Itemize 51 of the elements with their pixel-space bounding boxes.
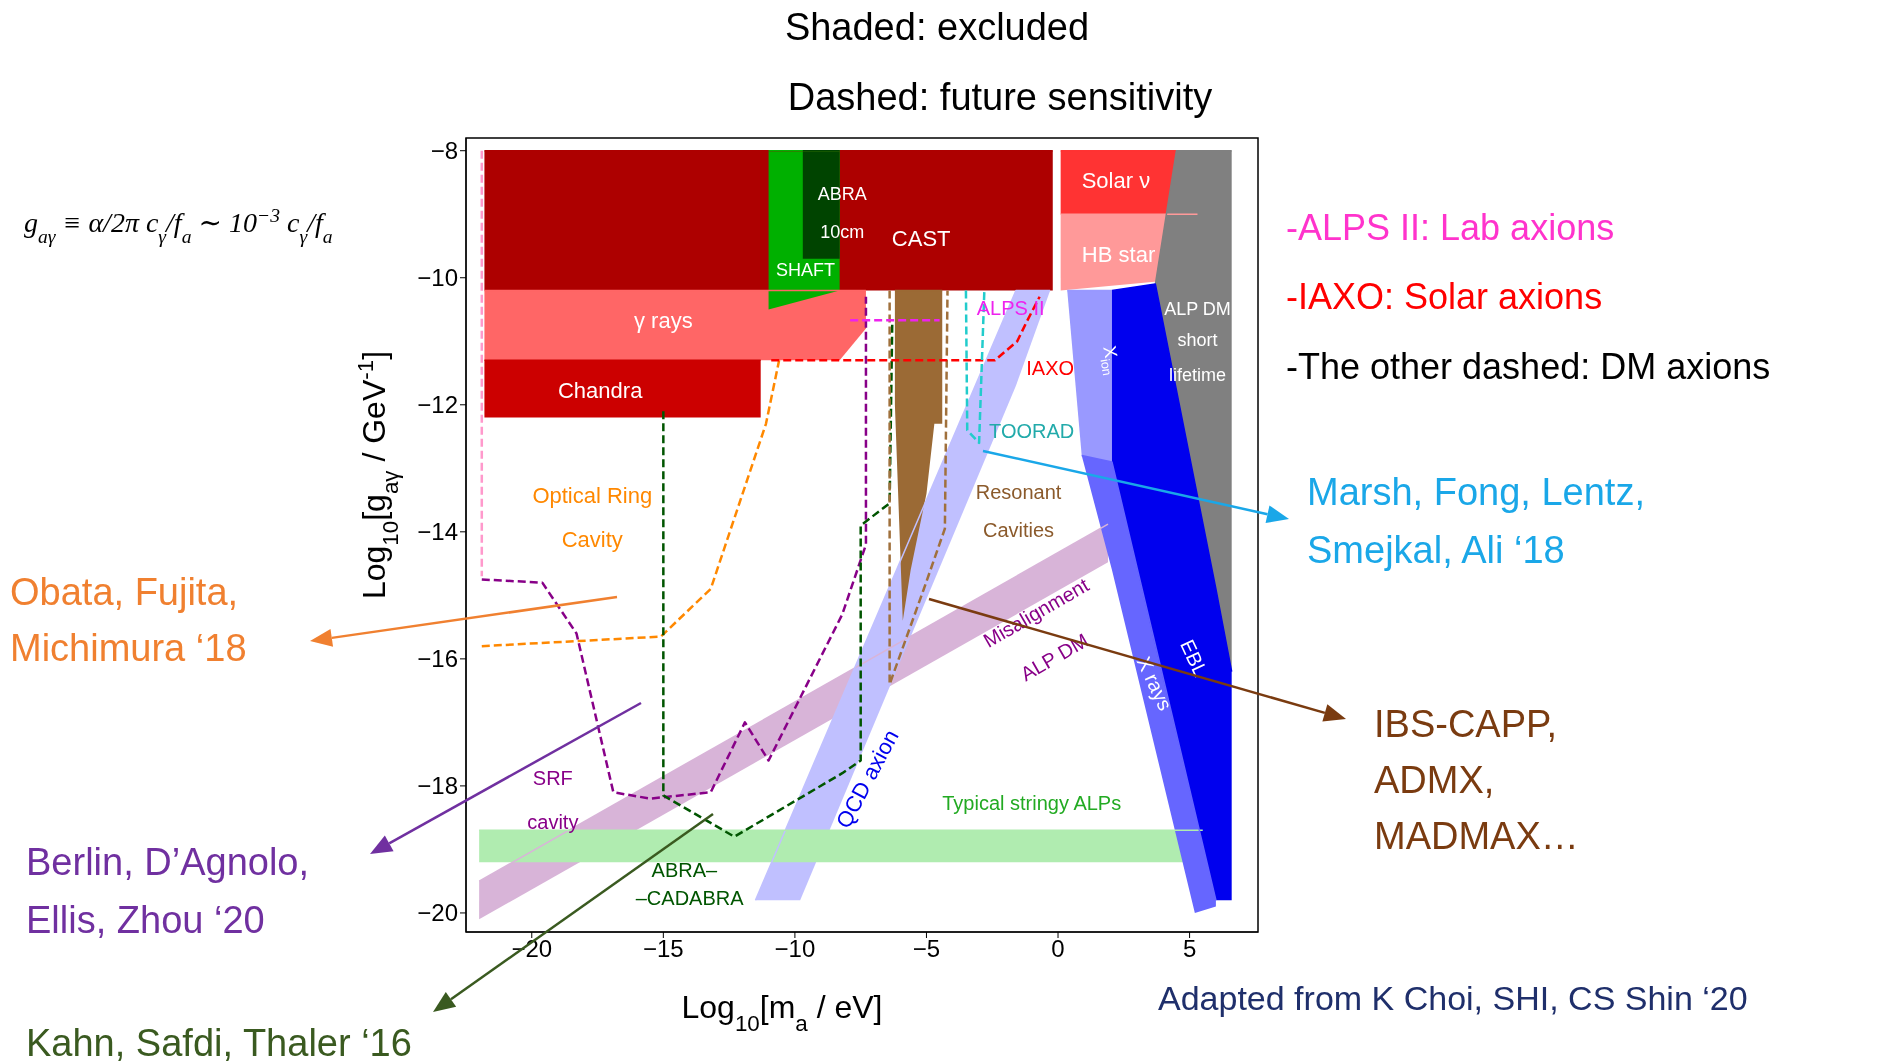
- y-tick-label: −10: [417, 264, 458, 292]
- text: Obata, Fujita, Michimura ‘18: [10, 571, 247, 669]
- annotation: QCD axion: [830, 725, 904, 833]
- chart-subtitle: Dashed: future sensitivity: [787, 76, 1213, 118]
- x-tick-label: −15: [642, 935, 684, 963]
- annotation: ALPS II: [976, 296, 1045, 319]
- text: IBS-CAPP, ADMX, MADMAX…: [1374, 703, 1579, 857]
- x-tick-label: 0: [1051, 935, 1065, 963]
- line-series: [769, 295, 1041, 362]
- annotation: Optical Ring: [532, 482, 653, 508]
- chart-title: Shaded: excluded: [784, 6, 1090, 48]
- text: -IAXO: Solar axions: [1286, 276, 1603, 317]
- annotation: ABRA–: [651, 858, 719, 881]
- text: Kahn, Safdi, Thaler ‘16: [26, 1022, 412, 1064]
- annotation: ALP DM: [1164, 298, 1231, 319]
- annotation: Typical stringy ALPs: [942, 792, 1122, 815]
- annotation: Cavities: [982, 519, 1055, 542]
- text: Adapted from K Choi, SHI, CS Shin ‘20: [1158, 979, 1748, 1017]
- y-tick-label: −8: [430, 137, 458, 165]
- annotation: X rays: [1132, 653, 1177, 714]
- annotation: TOORAD: [989, 420, 1075, 443]
- annotation: Cavity: [561, 527, 623, 553]
- text: -ALPS II: Lab axions: [1286, 207, 1615, 248]
- x-axis-title: Log$_{10}$[m$_{a}$ / eV]: [681, 989, 883, 1036]
- annotation: SHAFT: [775, 260, 835, 281]
- annotation: cavity: [527, 811, 579, 834]
- text: -The other dashed: DM axions: [1286, 346, 1771, 387]
- y-tick-label: −14: [417, 518, 458, 546]
- text: g$_{aγ}$ ≡ α/2π c$_{γ}$/f$_{a}$ ∼ 10$^{−3}$ c$_{γ}$/f$_{a}$: [24, 204, 333, 247]
- annotation: γ rays: [634, 308, 693, 334]
- annotation: EBL: [1175, 636, 1212, 680]
- annotation: IAXO: [1026, 357, 1075, 380]
- x-tick-label: 5: [1182, 935, 1197, 963]
- annotation: SRF: [532, 766, 573, 789]
- annotation: Chandra: [558, 377, 644, 403]
- line-series: [888, 289, 949, 686]
- annotation: –CADABRA: [635, 887, 745, 910]
- y-tick-label: −12: [417, 391, 458, 419]
- annotation: short: [1177, 330, 1218, 351]
- annotation: Solar ν: [1081, 168, 1151, 194]
- text: Berlin, D’Agnolo, Ellis, Zhou ‘20: [26, 841, 310, 941]
- y-tick-label: −20: [417, 899, 458, 927]
- text: Marsh, Fong, Lentz, Smejkal, Ali ‘18: [1307, 471, 1645, 571]
- annotation: Resonant: [975, 480, 1062, 503]
- x-tick-label: −10: [774, 935, 816, 963]
- line-series: [480, 359, 781, 648]
- annotation: CAST: [891, 225, 951, 251]
- y-tick-label: −16: [417, 645, 458, 673]
- annotation: HB star: [1081, 241, 1156, 267]
- x-tick-label: −5: [912, 935, 941, 963]
- y-tick-label: −18: [417, 772, 458, 800]
